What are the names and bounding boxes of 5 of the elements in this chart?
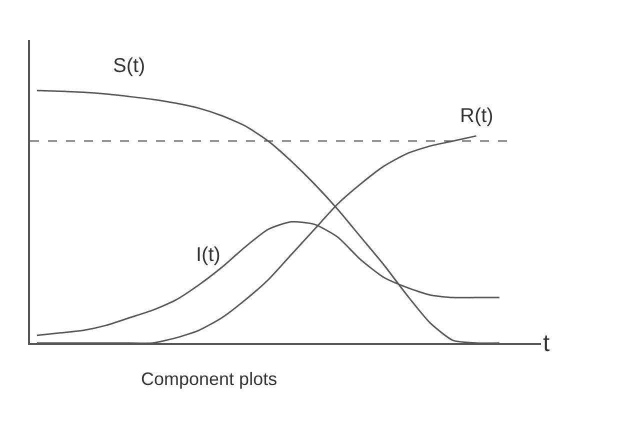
text: Component plots <box>141 369 278 389</box>
series-label: S(t) <box>113 55 146 77</box>
series-label: I(t) <box>196 244 220 266</box>
x-axis-title: t <box>543 330 550 357</box>
series-label: R(t) <box>460 105 494 127</box>
